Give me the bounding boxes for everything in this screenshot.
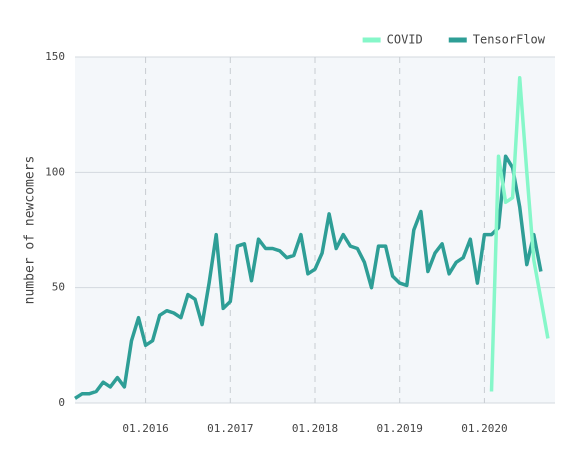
x-tick-label: 01.2019 xyxy=(377,422,423,435)
x-tick-label: 01.2017 xyxy=(207,422,253,435)
y-tick-label: 100 xyxy=(45,165,65,178)
x-tick-label: 01.2018 xyxy=(292,422,338,435)
legend-label: COVID xyxy=(387,33,423,47)
plot-background xyxy=(75,57,555,403)
line-series xyxy=(74,154,543,400)
line-series xyxy=(489,76,550,392)
y-tick-label: 0 xyxy=(58,396,65,409)
x-tick-label: 01.2020 xyxy=(461,422,507,435)
y-tick-label: 150 xyxy=(45,50,65,63)
y-axis-label: number of newcomers xyxy=(23,156,38,305)
legend-label: TensorFlow xyxy=(473,33,546,47)
x-tick-label: 01.2016 xyxy=(122,422,168,435)
y-tick-label: 50 xyxy=(52,281,65,294)
